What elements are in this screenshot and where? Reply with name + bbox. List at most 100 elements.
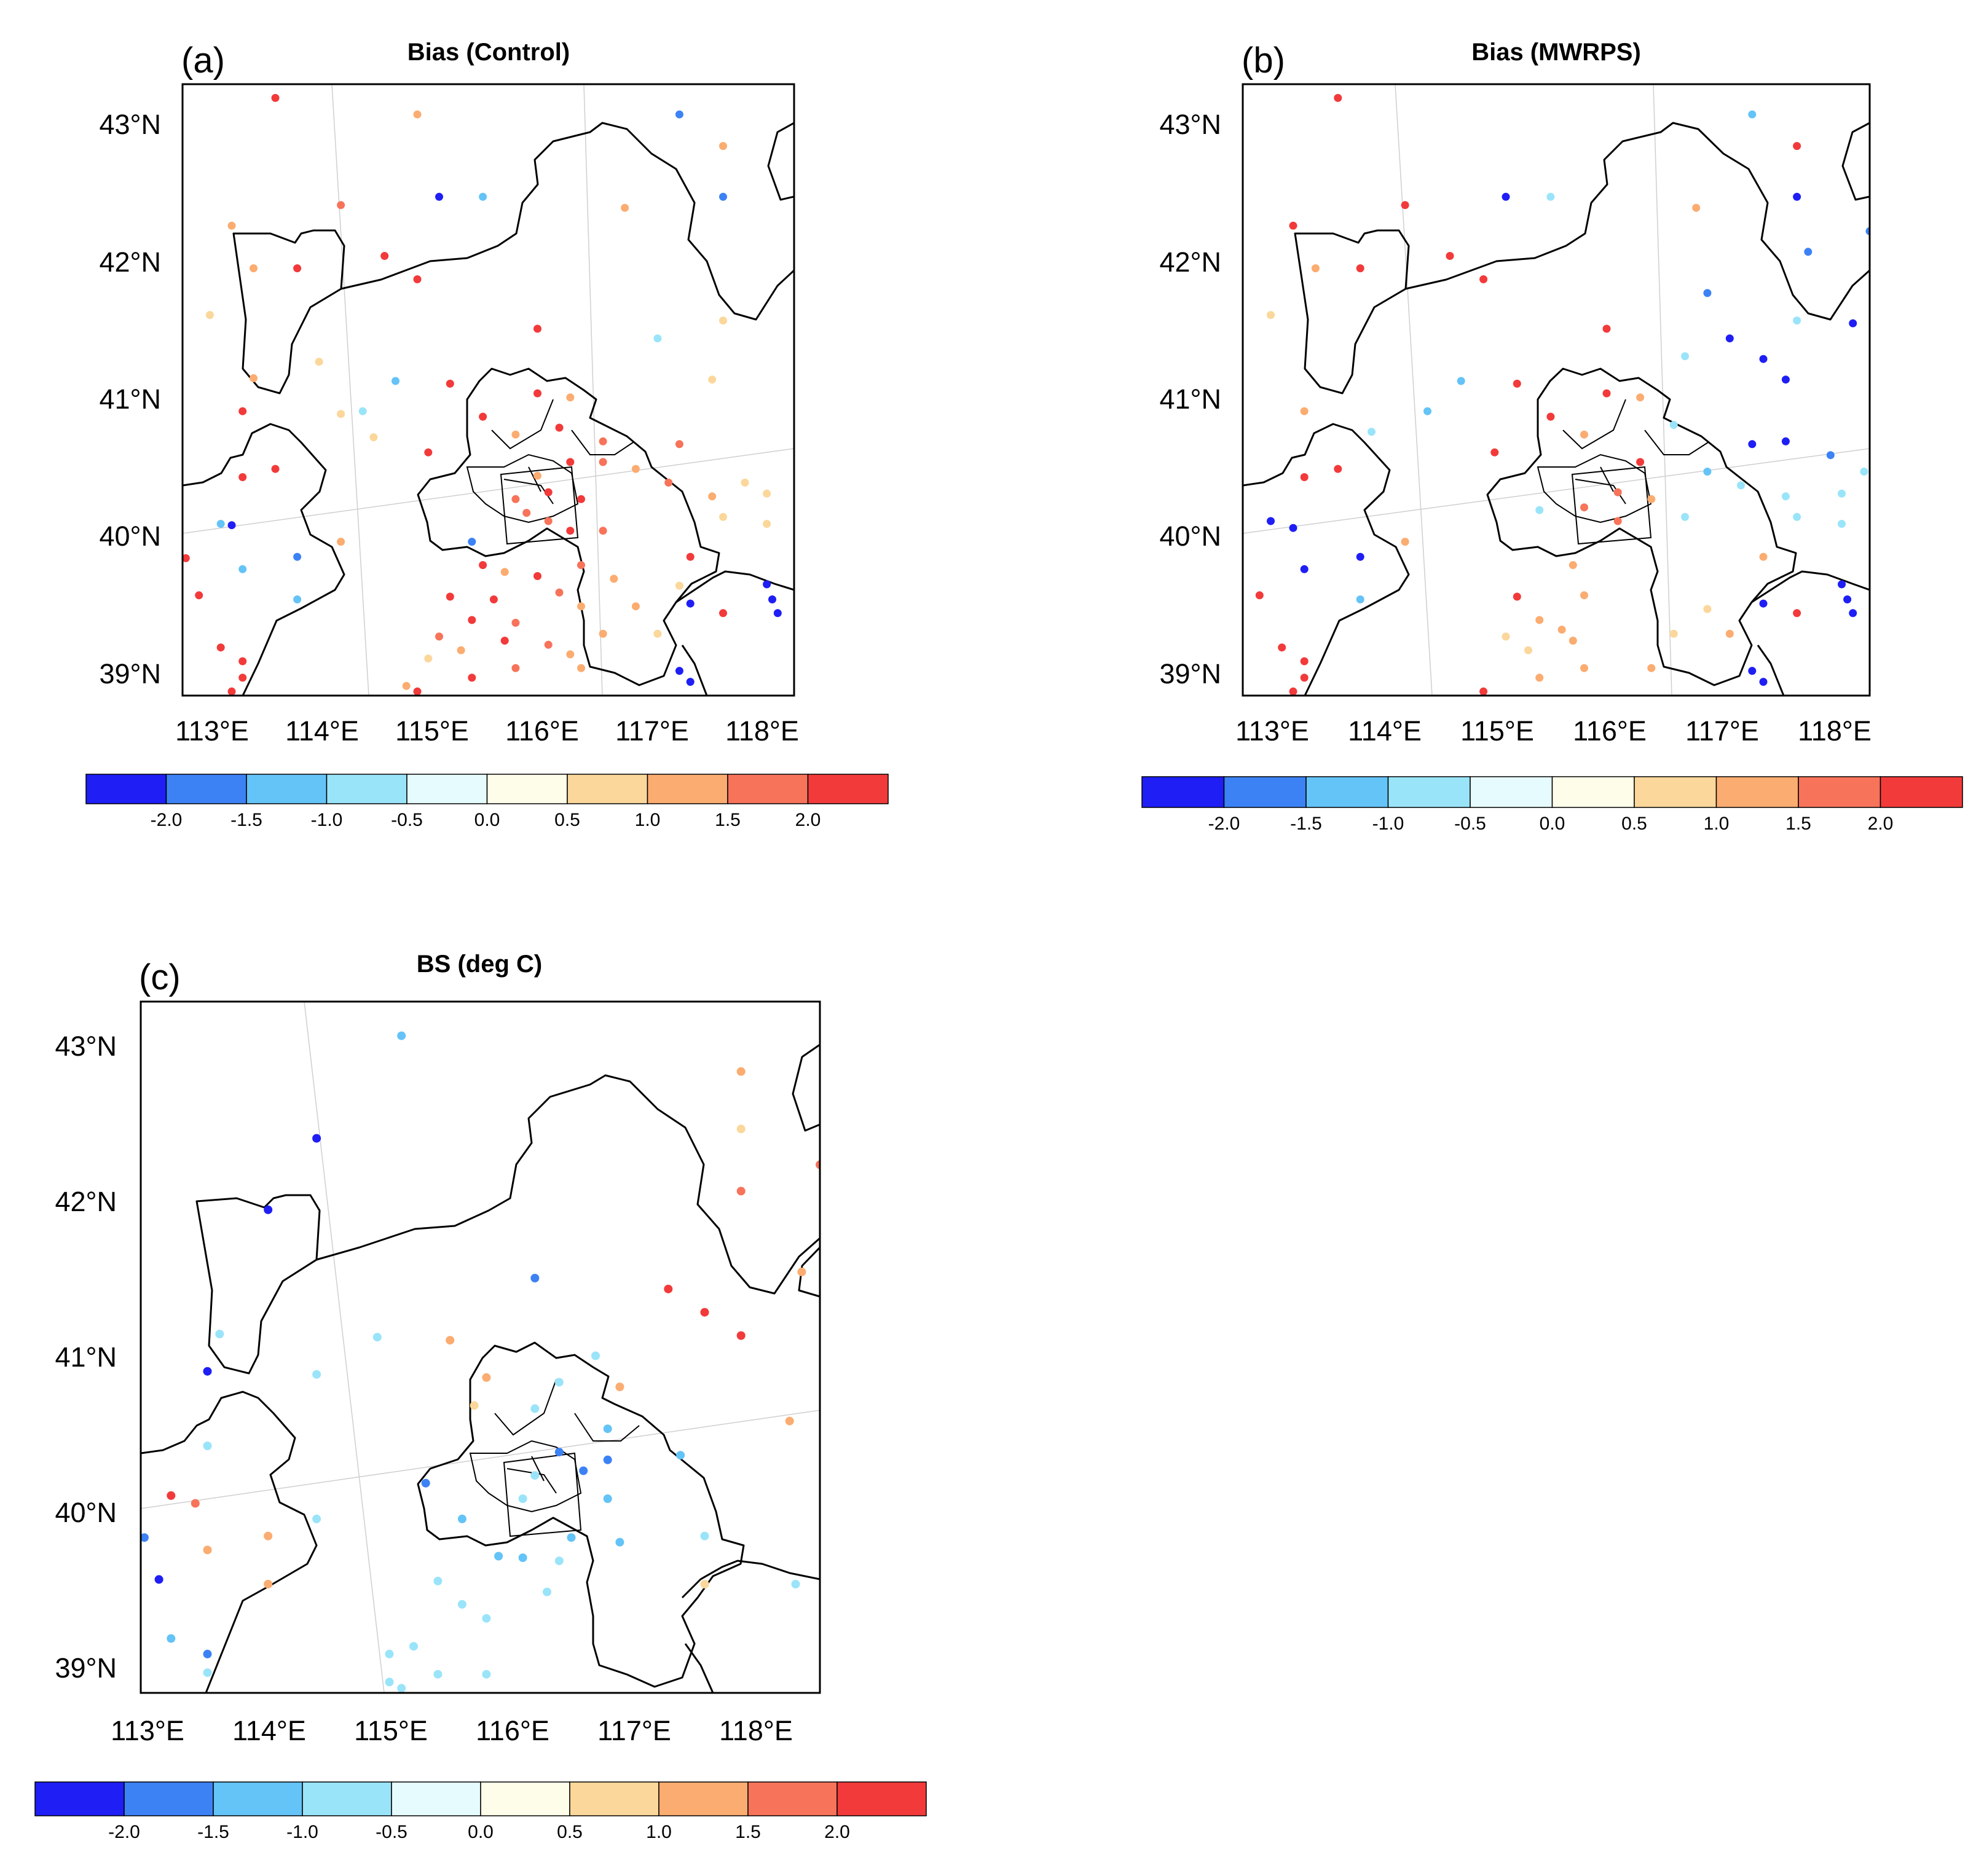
station-point bbox=[1255, 591, 1264, 600]
station-point bbox=[511, 619, 520, 627]
station-point bbox=[457, 1514, 466, 1523]
colorbar-swatch bbox=[34, 1781, 125, 1816]
map-background bbox=[1243, 84, 1870, 696]
station-point bbox=[191, 1499, 200, 1508]
province-border-northwest bbox=[1294, 229, 1410, 394]
station-point bbox=[385, 1678, 394, 1687]
station-point bbox=[1759, 599, 1768, 608]
province-border-northwest bbox=[232, 229, 345, 394]
station-point bbox=[1300, 657, 1309, 665]
station-point bbox=[1457, 377, 1465, 385]
station-point bbox=[1524, 646, 1532, 654]
station-point bbox=[1737, 481, 1745, 490]
station-point bbox=[530, 1404, 540, 1413]
station-point bbox=[358, 407, 367, 415]
lat-tick-label: 39°N bbox=[55, 1652, 117, 1684]
colorbar-swatch bbox=[406, 774, 488, 804]
station-point bbox=[577, 602, 585, 611]
station-point bbox=[1703, 605, 1712, 613]
station-point bbox=[227, 687, 236, 696]
station-point bbox=[167, 1634, 176, 1643]
station-point bbox=[1602, 389, 1611, 398]
lon-tick-label: 118°E bbox=[719, 1715, 793, 1746]
station-point bbox=[1849, 319, 1857, 328]
colorbar-swatch bbox=[807, 774, 889, 804]
station-point bbox=[566, 650, 575, 659]
station-point bbox=[1423, 407, 1431, 415]
station-point bbox=[533, 471, 541, 480]
colorbar-swatch bbox=[1715, 776, 1799, 808]
station-point bbox=[468, 616, 476, 624]
colorbar-swatch bbox=[1305, 776, 1389, 808]
station-point bbox=[700, 1531, 709, 1540]
station-point bbox=[1368, 428, 1376, 436]
station-point bbox=[1826, 451, 1835, 460]
station-point bbox=[479, 412, 487, 421]
station-point bbox=[1580, 430, 1588, 439]
station-point bbox=[566, 458, 575, 466]
station-point bbox=[736, 1331, 746, 1340]
colorbar-swatch bbox=[165, 774, 247, 804]
station-point bbox=[741, 478, 749, 487]
urban-box bbox=[1571, 466, 1652, 545]
station-point bbox=[768, 595, 776, 603]
station-point bbox=[500, 637, 509, 645]
station-point bbox=[676, 1451, 685, 1460]
station-point bbox=[337, 201, 345, 210]
station-point bbox=[719, 609, 727, 618]
colorbar-swatch bbox=[124, 1781, 214, 1816]
colorbar-tick-label: 0.5 bbox=[1621, 814, 1647, 834]
colorbar-tick-label: -1.0 bbox=[286, 1822, 318, 1842]
station-point bbox=[621, 203, 629, 212]
station-point bbox=[1300, 473, 1309, 481]
station-point bbox=[533, 324, 541, 333]
station-point bbox=[397, 1031, 406, 1040]
station-point bbox=[1692, 203, 1701, 212]
station-point bbox=[1356, 595, 1364, 603]
lon-tick-label: 113°E bbox=[1235, 715, 1309, 747]
lon-tick-label: 114°E bbox=[232, 1715, 306, 1746]
station-point bbox=[631, 602, 640, 611]
station-point bbox=[1502, 192, 1510, 201]
station-point bbox=[1793, 142, 1801, 151]
panel-label: (c) bbox=[139, 957, 181, 997]
station-point bbox=[1289, 687, 1297, 696]
colorbar-tick-label: -0.5 bbox=[391, 810, 423, 830]
station-point bbox=[816, 1160, 820, 1169]
station-point bbox=[315, 358, 323, 366]
station-point bbox=[1613, 488, 1622, 496]
station-point bbox=[530, 1471, 540, 1480]
station-point bbox=[736, 1067, 746, 1076]
station-point bbox=[511, 495, 520, 503]
station-point bbox=[511, 430, 520, 439]
urban-box bbox=[500, 466, 579, 545]
colorbar-swatch bbox=[1551, 776, 1635, 808]
station-point bbox=[264, 1205, 273, 1214]
colorbar-swatch bbox=[213, 1781, 303, 1816]
colorbar-tick-label: 0.5 bbox=[554, 810, 580, 830]
province-border-northeast bbox=[792, 1043, 820, 1298]
station-point bbox=[615, 1383, 624, 1391]
coastline bbox=[1751, 570, 1870, 696]
colorbar-swatch bbox=[567, 774, 648, 804]
station-point bbox=[1278, 643, 1286, 652]
station-point bbox=[791, 1580, 800, 1588]
colorbar-swatch bbox=[727, 774, 809, 804]
station-point bbox=[631, 465, 640, 473]
station-point bbox=[1703, 289, 1712, 297]
station-point bbox=[264, 1531, 273, 1540]
station-point bbox=[479, 561, 487, 570]
colorbar-tick-label: 0.0 bbox=[1540, 814, 1565, 834]
station-point bbox=[1636, 393, 1645, 402]
colorbar-tick-label: 2.0 bbox=[824, 1822, 850, 1842]
station-point bbox=[337, 410, 345, 418]
colorbar-swatch bbox=[1223, 776, 1307, 808]
coastline bbox=[681, 1560, 820, 1693]
colorbar-swatch bbox=[1880, 776, 1963, 808]
province-border-northeast bbox=[767, 122, 794, 201]
station-point bbox=[435, 192, 443, 201]
colorbar-tick-label: 0.0 bbox=[474, 810, 500, 830]
station-point bbox=[530, 1274, 540, 1282]
station-point bbox=[1267, 517, 1275, 525]
station-point bbox=[413, 275, 422, 283]
